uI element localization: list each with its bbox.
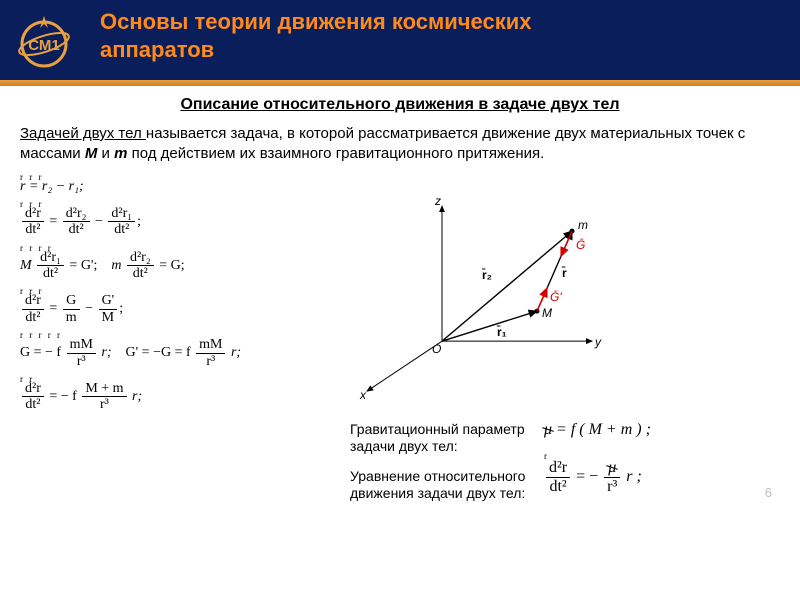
final-equation: r d²rdt² = − μr³ r ; [544, 451, 754, 496]
equation-3: r r r r M d²r₁dt² = G'; m d²r₂dt² = G; [20, 244, 320, 282]
intro-and: и [97, 145, 114, 162]
logo-text: СМ1 [28, 37, 59, 54]
frac: d²r₂dt² [63, 206, 90, 238]
vec-marks: r [544, 451, 754, 461]
frac: Gm [63, 293, 80, 325]
point-M: M [542, 306, 552, 320]
final-r: r ; [626, 468, 642, 485]
mass-M: M [85, 145, 98, 162]
logo-icon: СМ1 [14, 10, 74, 70]
section-subtitle: Описание относительного движения в задач… [20, 96, 780, 114]
vec-marks: r r [20, 375, 320, 383]
eq3b-pre: m [111, 258, 121, 273]
eq6-r: r; [132, 389, 142, 404]
equation-2: r r r d²rdt² = d²r₂dt² − d²r₁dt²; [20, 200, 320, 238]
equations-column: r r r r = r₂ − r₁; r r r d²rdt² = d²r₂dt… [20, 173, 320, 419]
eq5b-r: r; [231, 345, 241, 360]
frac: d²rdt² [546, 459, 570, 496]
intro-text-b: под действием их взаимного гравитационно… [127, 145, 544, 162]
slide-title: Основы теории движения космических аппар… [100, 8, 780, 63]
mu-struck: μ [544, 421, 552, 439]
mu-struck: μ [608, 459, 616, 477]
axis-x: x [359, 388, 367, 402]
frac: d²r₁dt² [108, 206, 135, 238]
frac: d²r₁dt² [37, 250, 64, 282]
bottom-row: Гравитационный параметр задачи двух тел:… [20, 421, 780, 508]
vec-r2: r̄₂ [482, 268, 492, 282]
body-row: r r r r = r₂ − r₁; r r r d²rdt² = d²r₂dt… [20, 173, 780, 419]
eq1-text: r = r₂ − r₁; [20, 179, 84, 194]
eq3a-rhs: = G'; [69, 258, 97, 273]
eq5a-lhs: G = − f [20, 345, 61, 360]
eq6-mid: = − f [49, 389, 76, 404]
vec-marks: r r r r r [20, 331, 320, 339]
equation-5: r r r r r G = − f mMr³ r; G' = −G = f mM… [20, 331, 320, 369]
equation-1: r r r r = r₂ − r₁; [20, 173, 320, 194]
rhs-equations: μ = f ( M + m ) ; r d²rdt² = − μr³ r ; [544, 421, 754, 508]
intro-lead: Задачей двух тел [20, 125, 146, 142]
equation-6: r r d²rdt² = − f M + mr³ r; [20, 375, 320, 413]
equation-4: r r r d²rdt² = Gm − G'M; [20, 287, 320, 325]
grav-param-label: Гравитационный параметр задачи двух тел: [350, 421, 530, 455]
slide-header: СМ1 Основы теории движения космических а… [0, 0, 800, 86]
vec-marks: r r r r [20, 244, 320, 252]
frac: d²rdt² [22, 293, 44, 325]
frac: d²rdt² [22, 206, 44, 238]
axis-y: y [594, 335, 602, 349]
axis-z: z [434, 194, 441, 208]
frac: G'M [99, 293, 118, 325]
eq3a-pre: M [20, 258, 32, 273]
mu-eq-text: = f ( M + m ) ; [556, 421, 651, 438]
frac: d²rdt² [22, 381, 44, 413]
vec-r: r̄ [562, 266, 567, 280]
vec-r1: r̄₁ [497, 325, 507, 339]
frac: d²r₂dt² [127, 250, 154, 282]
eq3b-rhs: = G; [159, 258, 184, 273]
frac: M + mr³ [82, 381, 126, 413]
mass-m: m [114, 145, 127, 162]
vec-Gp: Ḡ' [550, 290, 562, 304]
final-mid: = − [576, 468, 598, 485]
origin-label: O [432, 342, 441, 356]
mu-equation: μ = f ( M + m ) ; [544, 421, 754, 439]
eq5a-r: r; [101, 345, 111, 360]
eq5b-lhs: G' = −G = f [126, 345, 191, 360]
rel-motion-label: Уравнение относительного движения задачи… [350, 468, 530, 502]
title-line-1: Основы теории движения космических [100, 9, 532, 34]
title-line-2: аппаратов [100, 37, 214, 62]
label-column: Гравитационный параметр задачи двух тел:… [350, 421, 530, 508]
slide-content: Описание относительного движения в задач… [0, 86, 800, 508]
two-body-diagram: O y z x M m r̄₁ r̄₂ r̄ Ḡ Ḡ' [332, 173, 622, 419]
intro-paragraph: Задачей двух тел называется задача, в ко… [20, 124, 780, 165]
point-m: m [578, 218, 588, 232]
frac: mMr³ [67, 337, 96, 369]
vec-G: Ḡ [576, 238, 585, 252]
frac: μr³ [604, 459, 620, 496]
frac: mMr³ [196, 337, 225, 369]
page-number: 6 [765, 485, 772, 500]
